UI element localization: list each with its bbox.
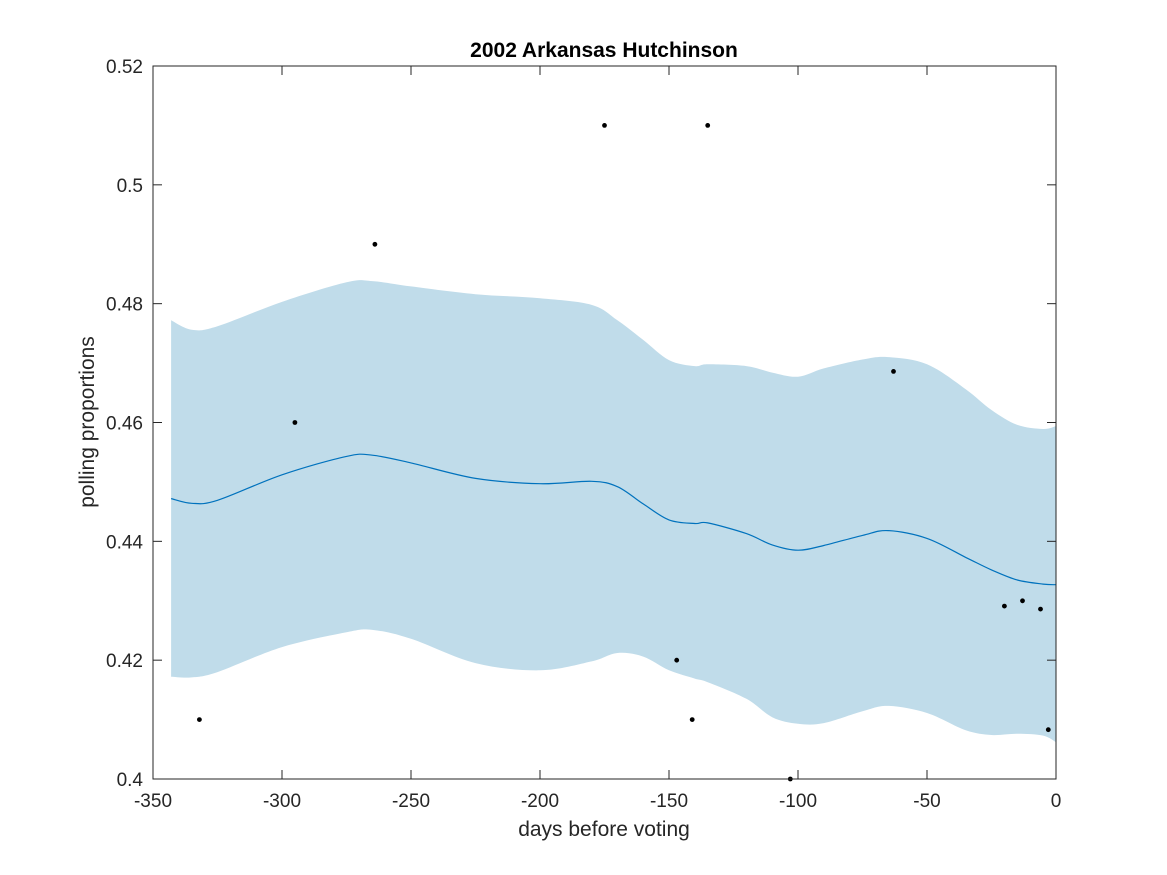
y-axis-label: polling proportions <box>76 336 99 508</box>
y-tick-label: 0.42 <box>106 651 143 672</box>
poll-point <box>292 420 298 425</box>
x-tick-label: -200 <box>521 791 559 812</box>
x-tick-label: -350 <box>134 791 172 812</box>
poll-point <box>1002 603 1007 609</box>
x-tick-label: -250 <box>392 791 430 812</box>
x-tick-label: -300 <box>263 791 301 812</box>
poll-point <box>197 717 202 722</box>
y-tick-label: 0.5 <box>117 176 143 197</box>
x-axis: -350 -300 -250 -200 -150 -100 -50 0 <box>134 66 1061 812</box>
poll-point <box>1020 598 1025 604</box>
y-tick-label: 0.52 <box>106 57 143 78</box>
confidence-band <box>171 280 1057 743</box>
poll-point <box>674 657 680 663</box>
y-axis: 0.4 0.42 0.44 0.46 0.48 0.5 0.52 <box>106 57 1056 791</box>
y-tick-label: 0.4 <box>117 770 144 791</box>
x-tick-label: -100 <box>779 791 817 812</box>
poll-point <box>1045 727 1051 733</box>
x-axis-label: days before voting <box>518 818 690 841</box>
poll-point <box>689 717 695 722</box>
y-tick-label: 0.46 <box>106 414 143 435</box>
plot-area <box>170 123 1057 782</box>
poll-point <box>602 123 607 128</box>
poll-point <box>372 241 378 247</box>
y-tick-label: 0.44 <box>106 532 143 553</box>
poll-point <box>705 123 711 128</box>
chart-title: 2002 Arkansas Hutchinson <box>470 39 738 62</box>
poll-point <box>891 369 896 374</box>
y-tick-label: 0.48 <box>106 295 143 316</box>
poll-point <box>1038 606 1043 612</box>
x-tick-label: 0 <box>1051 791 1062 812</box>
x-tick-label: -150 <box>650 791 688 812</box>
mean-line <box>170 453 1057 586</box>
x-tick-label: -50 <box>913 791 940 812</box>
